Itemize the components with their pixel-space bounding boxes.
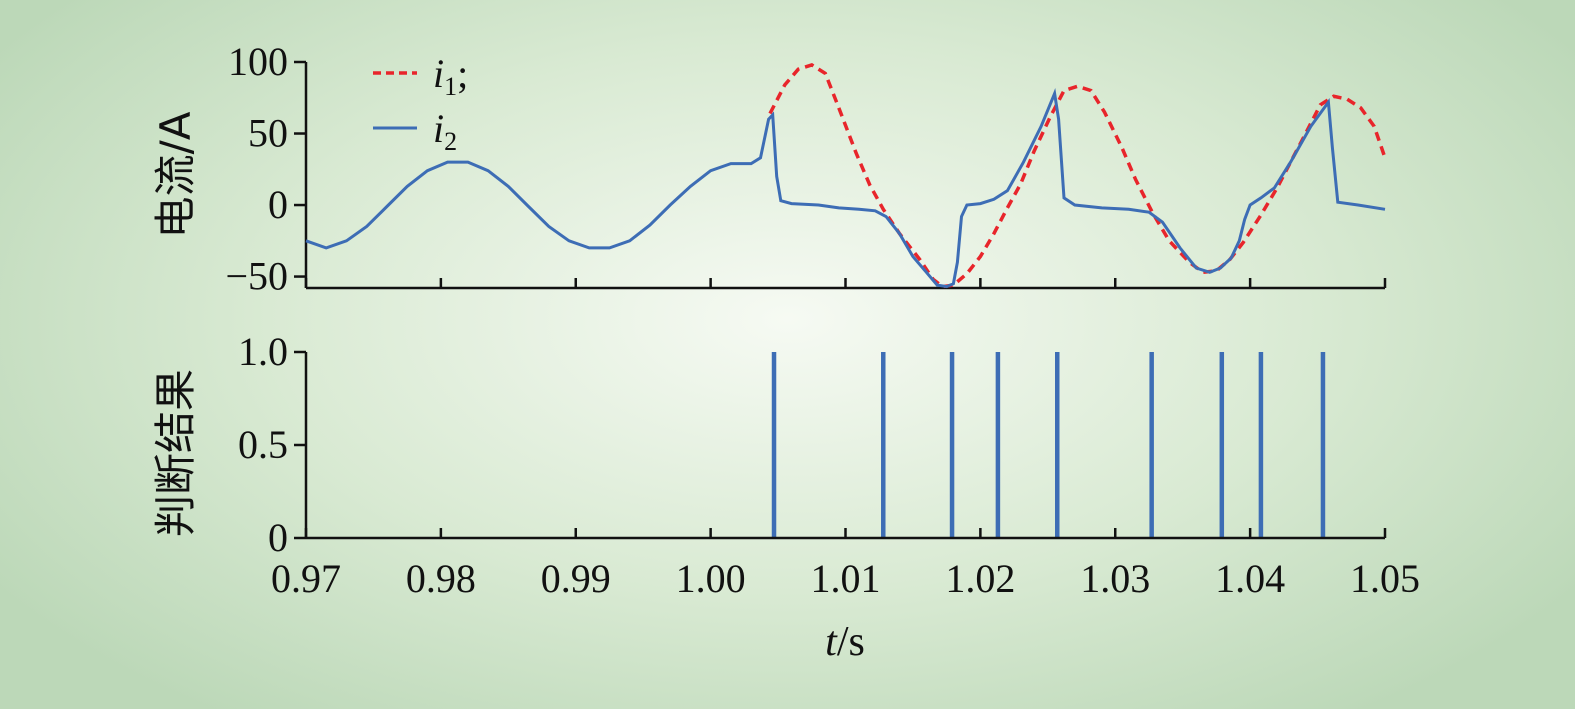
legend-i1-subscript: 1: [444, 72, 457, 101]
current-y-ticks: −50 0 50 100: [225, 39, 306, 299]
x-tick-label: 0.97: [271, 556, 341, 601]
decision-x-ticks: 0.97 0.98 0.99 1.00 1.01 1.02 1.03 1.04 1.05: [271, 528, 1420, 601]
x-tick-label: 1.05: [1350, 556, 1420, 601]
x-tick-label: 1.01: [811, 556, 881, 601]
x-tick-label: 0.98: [406, 556, 476, 601]
x-axis-label: t/s: [825, 619, 865, 665]
x-tick-label: 1.00: [676, 556, 746, 601]
legend-i2-subscript: 2: [444, 127, 457, 156]
x-axis-label-var: t: [825, 619, 838, 665]
decision-y-ticks: 0 0.5 1.0: [238, 329, 306, 560]
x-axis-label-unit: /s: [837, 619, 865, 665]
x-tick-label: 1.03: [1080, 556, 1150, 601]
decision-y-tick-label: 1.0: [238, 329, 288, 374]
current-x-ticks: [304, 278, 1387, 288]
legend-i1-symbol: i: [433, 51, 444, 96]
decision-pulses: [771, 352, 1326, 538]
i1-series-line: [768, 62, 1387, 289]
x-tick-label: 1.02: [945, 556, 1015, 601]
x-tick-label: 1.04: [1215, 556, 1285, 601]
current-y-tick-label: 100: [228, 39, 288, 84]
decision-y-tick-label: 0: [268, 515, 288, 560]
current-y-axis-label: 电流/A: [151, 111, 200, 238]
decision-y-axis-label: 判断结果: [151, 369, 200, 537]
legend: i1; i2: [373, 51, 468, 156]
i2-series-line: [305, 87, 1386, 289]
legend-i1-label: i1;: [433, 51, 468, 101]
x-tick-label: 0.99: [541, 556, 611, 601]
legend-i2-symbol: i: [433, 106, 444, 151]
decision-y-tick-label: 0.5: [238, 422, 288, 467]
legend-i2-label: i2: [433, 106, 457, 156]
legend-i1-suffix: ;: [457, 51, 468, 96]
current-y-tick-label: −50: [225, 254, 288, 299]
decision-panel: 判断结果 0 0.5 1.0 0.97 0.98 0.99 1.00 1.01 1.02 1.0…: [151, 329, 1420, 665]
current-y-tick-label: 50: [248, 111, 288, 156]
current-y-tick-label: 0: [268, 182, 288, 227]
